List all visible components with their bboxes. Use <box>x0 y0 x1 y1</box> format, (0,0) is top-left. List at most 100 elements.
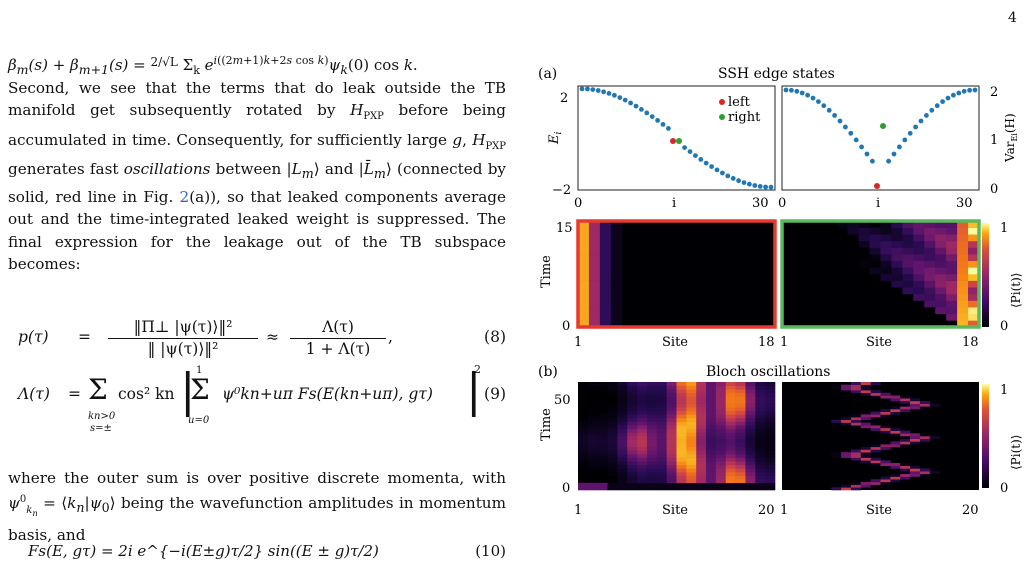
energy-point <box>617 95 623 100</box>
heat-cell <box>735 468 746 473</box>
heat-cell <box>765 392 776 397</box>
heat-cell <box>637 396 648 401</box>
heat-cell <box>850 449 862 453</box>
heat-cell <box>617 436 628 440</box>
heat-cell <box>715 472 727 476</box>
heat-cell <box>725 418 736 422</box>
variance-point <box>913 124 918 130</box>
heat-cell <box>913 293 925 301</box>
heat-cell <box>617 389 628 394</box>
heat-cell <box>666 479 677 484</box>
heat-cell <box>850 457 862 461</box>
heat-cell <box>725 436 736 440</box>
heat-cell <box>656 396 667 401</box>
heat-cell <box>745 421 756 426</box>
heat-cell <box>870 484 881 488</box>
heat-cell <box>935 254 947 262</box>
heat-cell <box>735 439 746 444</box>
heat-cell <box>968 280 980 288</box>
heat-cell <box>755 443 766 448</box>
heat-cell <box>706 464 717 469</box>
heat-cell <box>890 409 901 412</box>
heat-cell <box>587 418 598 422</box>
heat-cell <box>696 461 707 466</box>
heat-cell <box>696 385 707 390</box>
heat-cell <box>676 464 687 469</box>
heat-cell <box>900 463 911 466</box>
heat-cell <box>735 418 746 422</box>
heat-cell <box>676 482 687 487</box>
heat-cell <box>656 479 667 484</box>
energy-point <box>682 145 687 150</box>
heat-cell <box>935 247 947 255</box>
heat-cell <box>686 421 697 426</box>
heat-cell <box>935 280 947 288</box>
heat-cell <box>860 457 871 461</box>
heat-cell <box>755 407 766 412</box>
heat-cell <box>735 450 746 455</box>
heat-cell <box>870 481 881 485</box>
heat-cell <box>686 407 697 412</box>
heat-cell <box>725 446 736 451</box>
heat-cell <box>902 274 914 281</box>
heat-cell <box>637 428 648 433</box>
heat-cell <box>910 400 921 404</box>
xtick-1-al: 1 <box>574 335 582 350</box>
heat-cell <box>646 446 658 451</box>
heat-cell <box>860 384 871 388</box>
heat-cell <box>765 385 776 390</box>
heat-cell <box>706 446 717 451</box>
heat-cell <box>686 418 697 422</box>
heat-cell <box>745 407 756 412</box>
heat-cell <box>597 457 608 462</box>
heat-cell <box>646 461 658 466</box>
heat-cell <box>666 382 677 386</box>
left-edge-point <box>670 138 676 144</box>
heat-cell <box>686 436 697 440</box>
variance-point <box>837 118 843 124</box>
heat-cell <box>890 473 901 477</box>
energy-point <box>579 86 585 92</box>
heat-cell <box>607 439 618 444</box>
heat-cell <box>880 254 892 262</box>
colorbar-b <box>982 384 989 488</box>
heat-cell <box>607 450 618 455</box>
heat-cell <box>607 472 618 476</box>
paragraph-momentum: where the outer sum is over positive dis… <box>8 469 506 544</box>
heat-cell <box>627 479 638 484</box>
heat-cell <box>715 392 727 397</box>
heat-cell <box>599 313 612 321</box>
heat-cell <box>686 482 697 487</box>
heat-cell <box>578 436 589 440</box>
heat-cell <box>765 443 776 448</box>
heat-cell <box>666 396 677 401</box>
heat-cell <box>957 280 969 288</box>
heat-cell <box>627 389 638 394</box>
heat-cell <box>610 267 623 275</box>
heat-cell <box>841 419 852 423</box>
heat-cell <box>578 254 590 262</box>
heat-cell <box>890 444 901 448</box>
variance-point <box>886 158 891 164</box>
heat-cell <box>935 234 947 242</box>
heat-cell <box>706 396 717 401</box>
heat-cell <box>755 457 766 462</box>
xlabel-site-al: Site <box>662 335 688 350</box>
heat-cell <box>696 396 707 401</box>
heat-cell <box>617 421 628 426</box>
heat-cell <box>765 410 776 415</box>
heat-cell <box>597 418 608 422</box>
heat-cell <box>646 382 658 386</box>
heat-cell <box>607 461 618 466</box>
heat-cell <box>676 428 687 433</box>
heat-cell <box>646 436 658 440</box>
heat-cell <box>910 403 921 407</box>
right-variance-point <box>880 123 886 129</box>
heat-cell <box>587 436 598 440</box>
heat-cell <box>587 425 598 430</box>
heat-cell <box>666 461 677 466</box>
heat-cell <box>715 436 727 440</box>
ytick-0-b: 0 <box>562 481 570 496</box>
heat-cell <box>587 457 598 462</box>
heat-cell <box>610 280 623 288</box>
